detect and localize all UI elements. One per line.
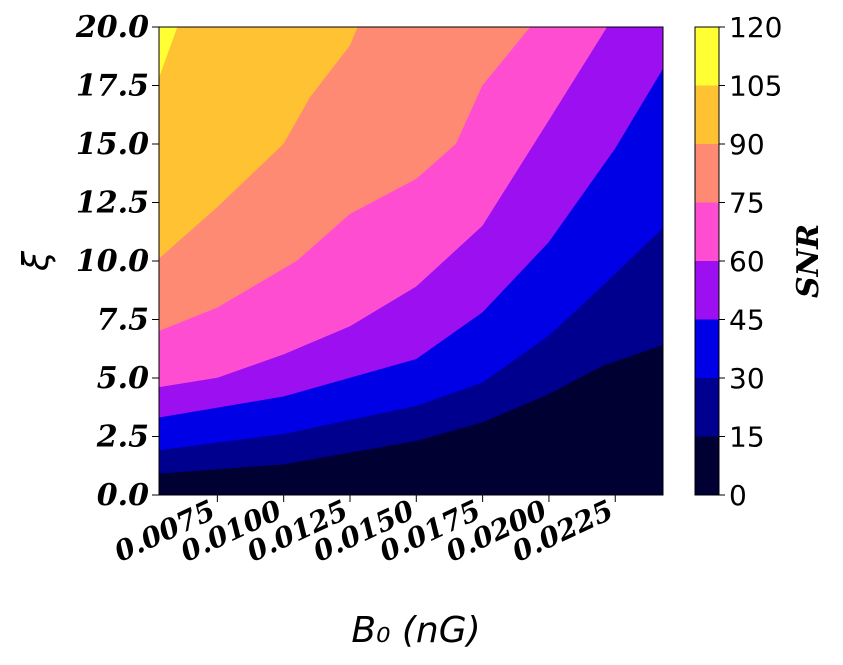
y-tick-label: 0.0 [97,478,149,513]
y-tick-label: 12.5 [76,186,149,221]
colorbar-segment-30-45 [695,319,719,378]
colorbar-segment-105-120 [695,27,719,86]
colorbar-segment-60-75 [695,202,719,261]
y-tick-label: 10.0 [76,244,149,279]
x-axis-label: B₀ (nG) [351,610,480,651]
y-tick-label: 2.5 [96,420,149,455]
colorbar-segment-75-90 [695,144,719,203]
colorbar-tick-label: 90 [729,128,765,161]
y-tick-label: 15.0 [76,127,149,162]
colorbar-tick-label: 75 [729,187,765,220]
colorbar-label: SNR [791,224,826,298]
y-tick-label: 17.5 [76,69,149,104]
y-axis-label: ξ [16,250,57,272]
colorbar-segment-0-15 [695,436,719,495]
colorbar-tick-label: 30 [729,362,765,395]
colorbar-segment-90-105 [695,85,719,144]
y-tick-label: 5.0 [97,361,149,396]
colorbar-tick-label: 0 [729,479,747,512]
colorbar-segment-45-60 [695,261,719,320]
y-tick-label: 7.5 [97,303,149,338]
colorbar-tick-label: 60 [729,245,765,278]
colorbar-tick-label: 45 [729,304,765,337]
colorbar-tick-label: 120 [729,11,782,44]
colorbar-tick-label: 15 [729,421,765,454]
colorbar-segment-15-30 [695,378,719,437]
y-tick-label: 20.0 [75,10,149,45]
colorbar-tick-label: 105 [729,70,782,103]
